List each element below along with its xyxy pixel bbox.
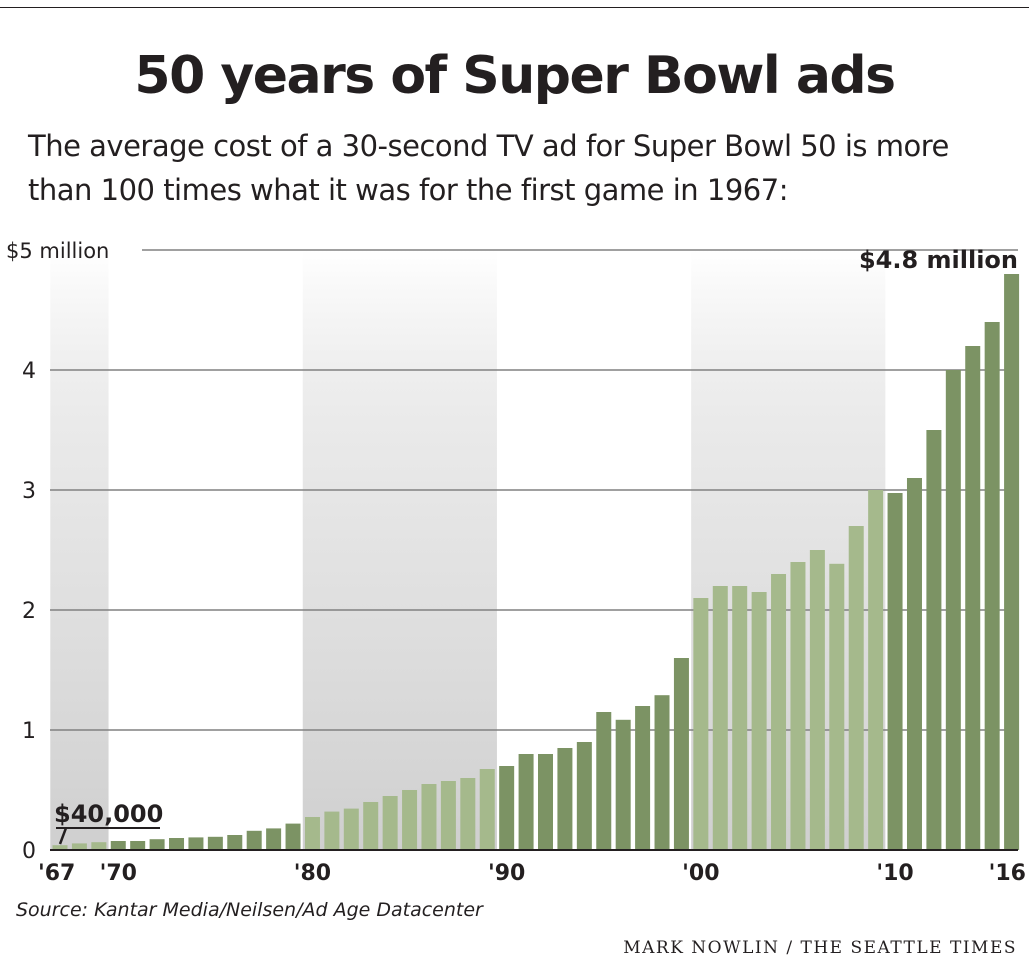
bar-2008 <box>848 526 864 850</box>
bar-1988 <box>460 778 476 850</box>
bar-1993 <box>557 748 573 850</box>
annotation-1967: $40,000 <box>54 800 163 828</box>
bar-1974 <box>188 837 204 850</box>
bar-1982 <box>343 808 359 850</box>
annotations-group: $40,000 $4.8 million <box>54 246 1018 845</box>
bar-1972 <box>149 839 165 850</box>
bar-2005 <box>790 562 806 850</box>
bar-1978 <box>266 828 282 850</box>
bar-1970 <box>110 841 126 850</box>
bar-1971 <box>130 841 146 850</box>
annotation-pointer-1967 <box>58 827 68 845</box>
bar-1989 <box>479 769 495 850</box>
bar-2009 <box>868 490 884 850</box>
bar-2007 <box>829 563 845 850</box>
bar-1981 <box>324 811 340 850</box>
bar-1976 <box>227 835 243 850</box>
bar-1991 <box>518 754 534 850</box>
y-tick-label-5: $5 million <box>6 239 109 263</box>
bar-1977 <box>246 830 262 850</box>
bar-2001 <box>712 586 728 850</box>
bar-1996 <box>615 719 631 850</box>
x-tick-label-1970: '70 <box>100 861 137 886</box>
decade-shade-0 <box>50 250 109 850</box>
y-tick-label-2: 2 <box>22 599 36 624</box>
credit-line: MARK NOWLIN / THE SEATTLE TIMES <box>623 938 1017 958</box>
bar-1969 <box>91 842 107 850</box>
bar-1980 <box>304 817 320 850</box>
x-axis-labels: '67 '70 '80 '90 '00 '10 '16 <box>38 861 1026 886</box>
bar-2012 <box>926 430 942 850</box>
bar-1984 <box>382 796 398 850</box>
bar-1986 <box>421 784 437 850</box>
x-tick-label-1990: '90 <box>488 861 525 886</box>
x-tick-label-2000: '00 <box>682 861 719 886</box>
bar-1983 <box>363 802 379 850</box>
x-tick-label-1980: '80 <box>294 861 331 886</box>
bar-1997 <box>635 706 651 850</box>
decade-shade-1 <box>302 250 497 850</box>
bar-chart: 0 1 2 3 4 $5 million '67 '70 '80 '90 '00 '10 '16 $4… <box>6 239 1026 886</box>
bar-1967 <box>52 845 68 850</box>
bar-1985 <box>402 790 418 850</box>
bar-1973 <box>169 838 185 850</box>
bar-1998 <box>654 695 670 850</box>
bar-2014 <box>965 346 981 850</box>
bar-1999 <box>673 658 689 850</box>
x-tick-label-1967: '67 <box>38 861 75 886</box>
bar-1979 <box>285 823 301 850</box>
bar-2015 <box>984 322 1000 850</box>
bar-2006 <box>809 550 825 850</box>
bar-2011 <box>906 478 922 850</box>
bar-1992 <box>538 754 553 850</box>
bar-2004 <box>771 574 787 850</box>
bar-1994 <box>576 742 592 850</box>
bars-group <box>52 274 1020 850</box>
source-note: Source: Kantar Media/Neilsen/Ad Age Data… <box>16 899 483 921</box>
bar-1987 <box>440 781 456 850</box>
bar-2010 <box>887 493 903 850</box>
bar-1995 <box>596 712 612 850</box>
bar-2016 <box>1004 274 1020 850</box>
annotation-2016: $4.8 million <box>859 246 1018 274</box>
chart-subtitle: The average cost of a 30-second TV ad fo… <box>28 129 949 207</box>
bar-1968 <box>71 843 87 850</box>
bar-2002 <box>732 586 748 850</box>
bar-2013 <box>945 370 961 850</box>
bar-2003 <box>751 592 767 850</box>
y-axis-labels: 0 1 2 3 4 $5 million <box>6 239 109 864</box>
y-tick-label-0: 0 <box>22 839 36 864</box>
y-tick-label-4: 4 <box>22 359 36 384</box>
top-rule <box>0 7 1029 8</box>
bar-1990 <box>499 766 515 850</box>
bar-2000 <box>693 598 709 850</box>
x-tick-label-2016: '16 <box>989 861 1026 886</box>
y-tick-label-3: 3 <box>22 479 36 504</box>
y-tick-label-1: 1 <box>22 719 36 744</box>
chart-title: 50 years of Super Bowl ads <box>134 46 896 106</box>
bar-1975 <box>207 836 223 850</box>
x-tick-label-2010: '10 <box>876 861 913 886</box>
